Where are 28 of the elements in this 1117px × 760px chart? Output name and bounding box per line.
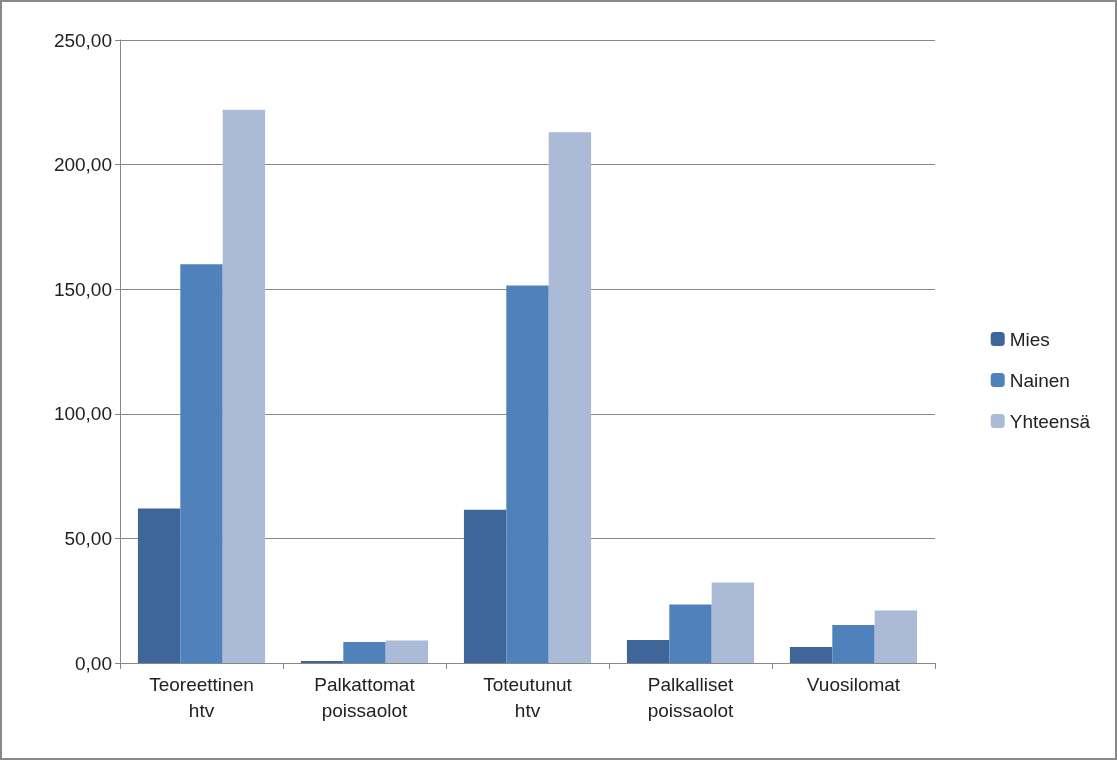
x-tick-label: Teoreettinen htv (149, 673, 254, 721)
bar (711, 582, 755, 663)
y-tick-label: 0,00 (75, 652, 112, 674)
bar (832, 625, 875, 663)
bar (626, 640, 670, 663)
bar (222, 109, 266, 663)
bar (789, 647, 833, 663)
y-tick-label: 150,00 (53, 278, 112, 300)
bar (669, 604, 712, 663)
legend-label: Yhteensä (1009, 410, 1091, 432)
bar (548, 132, 592, 663)
legend-label: Nainen (1009, 369, 1070, 391)
bar (385, 640, 429, 663)
bar (180, 264, 223, 663)
legend-label: Mies (1009, 328, 1050, 350)
bar (137, 508, 181, 663)
bar (463, 509, 507, 663)
y-tick-label: 200,00 (53, 154, 112, 176)
y-tick-label: 50,00 (64, 527, 112, 549)
bar (874, 610, 918, 663)
x-tick-label: Vuosilomat (806, 673, 901, 695)
bar (343, 642, 386, 663)
x-tick-label: Palkalliset poissaolot (647, 673, 734, 721)
bar (506, 285, 549, 663)
x-tick-label: Palkattomat poissaolot (314, 673, 416, 721)
y-tick-label: 250,00 (53, 29, 112, 51)
x-tick-label: Toteutunut htv (483, 673, 573, 721)
y-tick-label: 100,00 (53, 403, 112, 425)
